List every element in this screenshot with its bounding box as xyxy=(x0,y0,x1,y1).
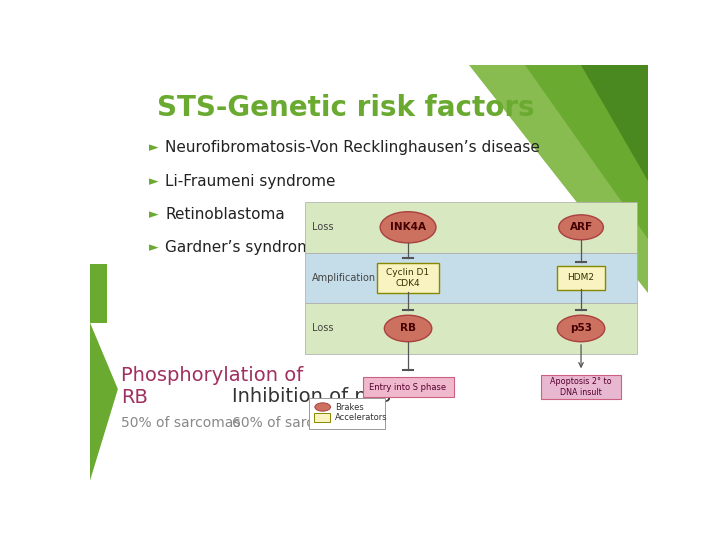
Text: Gardner’s syndrome: Gardner’s syndrome xyxy=(166,240,322,255)
Text: HDM2: HDM2 xyxy=(567,273,595,282)
Text: Retinoblastoma: Retinoblastoma xyxy=(166,207,285,222)
Text: Apoptosis 2° to
DNA insult: Apoptosis 2° to DNA insult xyxy=(550,377,612,397)
Ellipse shape xyxy=(380,212,436,243)
Text: Phosphorylation of
RB: Phosphorylation of RB xyxy=(121,366,303,407)
Polygon shape xyxy=(469,65,648,294)
Text: ►: ► xyxy=(149,141,159,154)
Text: Loss: Loss xyxy=(312,323,333,334)
Text: Loss: Loss xyxy=(312,222,333,232)
Text: Li-Fraumeni syndrome: Li-Fraumeni syndrome xyxy=(166,174,336,188)
FancyBboxPatch shape xyxy=(305,202,637,253)
Ellipse shape xyxy=(384,315,432,342)
FancyBboxPatch shape xyxy=(363,377,454,396)
Text: STS-Genetic risk factors: STS-Genetic risk factors xyxy=(157,94,534,122)
Text: ►: ► xyxy=(149,175,159,188)
Text: ARF: ARF xyxy=(570,222,593,232)
Text: Accelerators: Accelerators xyxy=(335,413,387,422)
Text: Amplification: Amplification xyxy=(312,273,376,283)
Text: Cyclin D1
CDK4: Cyclin D1 CDK4 xyxy=(387,268,430,288)
Text: Inhibition of p53: Inhibition of p53 xyxy=(233,387,392,406)
Polygon shape xyxy=(90,265,107,322)
FancyBboxPatch shape xyxy=(557,266,605,289)
FancyBboxPatch shape xyxy=(377,262,439,293)
FancyBboxPatch shape xyxy=(305,303,637,354)
FancyBboxPatch shape xyxy=(305,253,637,303)
FancyBboxPatch shape xyxy=(314,413,330,422)
Text: ►: ► xyxy=(149,208,159,221)
Text: ►: ► xyxy=(149,241,159,254)
Ellipse shape xyxy=(315,403,330,411)
Ellipse shape xyxy=(557,315,605,342)
Text: 50% of sarcomas: 50% of sarcomas xyxy=(121,416,240,430)
Text: RB: RB xyxy=(400,323,416,334)
Polygon shape xyxy=(526,65,648,239)
Text: Entry into S phase: Entry into S phase xyxy=(369,382,446,392)
FancyBboxPatch shape xyxy=(541,375,621,399)
Text: Brakes: Brakes xyxy=(335,402,364,411)
Ellipse shape xyxy=(559,215,603,240)
FancyBboxPatch shape xyxy=(309,399,384,429)
Polygon shape xyxy=(581,65,648,181)
Text: Neurofibromatosis-Von Recklinghausen’s disease: Neurofibromatosis-Von Recklinghausen’s d… xyxy=(166,140,540,156)
Polygon shape xyxy=(90,322,118,481)
Text: p53: p53 xyxy=(570,323,592,334)
Text: 60% of sarcomas: 60% of sarcomas xyxy=(233,416,352,430)
Text: INK4A: INK4A xyxy=(390,222,426,232)
